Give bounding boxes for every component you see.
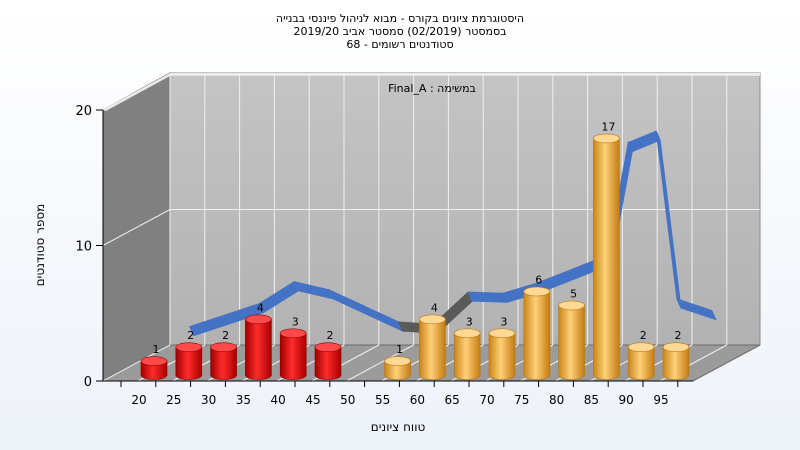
x-tick-label: 45: [305, 393, 320, 407]
x-tick-label: 60: [410, 393, 425, 407]
y-axis: 0 10 20: [75, 104, 103, 390]
bar-cap: [662, 342, 690, 352]
x-tick-label: 80: [549, 393, 564, 407]
bar: [210, 346, 237, 380]
x-tick-label: 55: [375, 393, 390, 407]
bar-cap: [245, 314, 272, 325]
bar-cap: [210, 342, 237, 352]
bar: [140, 360, 168, 380]
bar-cap: [314, 342, 342, 352]
bar-cap: [384, 356, 411, 366]
curve-segment: [467, 291, 508, 303]
x-tick-label: 20: [131, 393, 146, 407]
data-label: 2: [640, 329, 647, 342]
chart-title-line-3: סטודנטים רשומים - 68: [346, 38, 454, 51]
grid-line-floor: [346, 344, 414, 382]
bar: [419, 319, 446, 380]
data-label: 3: [466, 315, 473, 328]
bar-cap: [453, 328, 481, 339]
data-label: 17: [601, 120, 615, 133]
bar-cap: [488, 328, 516, 339]
data-label: 4: [431, 301, 438, 314]
x-tick-label: 40: [271, 393, 286, 407]
bar-cap: [523, 286, 551, 297]
grid-line-floor: [102, 344, 171, 382]
bar: [627, 346, 655, 380]
x-tick-label: 70: [479, 393, 494, 407]
x-tick-label: 85: [584, 393, 599, 407]
x-tick-label: 50: [340, 393, 355, 407]
bar-cap: [279, 328, 307, 339]
y-tick-label: 0: [84, 375, 92, 390]
x-axis: 20 25 30 35 40 45 50 55 60 65 70 75 80 85 90 95: [120, 381, 679, 407]
bar-cap: [593, 133, 620, 144]
y-axis-title: מספר סטודנטים: [33, 204, 47, 287]
y-tick-label: 10: [75, 240, 92, 255]
bar-cap: [419, 314, 446, 325]
data-labels: 1 2 2 4 3 2 1 4 3 3 6 5 17 2 2: [153, 120, 682, 356]
data-label: 1: [153, 343, 160, 356]
bar: [488, 332, 516, 380]
bar: [314, 346, 342, 380]
data-label: 2: [327, 329, 334, 342]
data-label: 6: [535, 274, 542, 287]
data-label: 5: [570, 287, 577, 300]
x-tick-label: 90: [619, 393, 634, 407]
grid-line-diag: [102, 73, 171, 111]
data-label: 3: [292, 315, 299, 328]
bar-cap: [558, 300, 585, 311]
x-axis-title: טווח ציונים: [371, 420, 426, 434]
x-tick-label: 65: [445, 393, 460, 407]
x-tick-label: 30: [201, 393, 216, 407]
grid-line-diag: [102, 209, 171, 246]
data-label: 3: [501, 315, 508, 328]
data-label: 4: [257, 301, 264, 314]
data-label: 2: [187, 329, 194, 342]
bar: [384, 360, 411, 380]
bar: [523, 291, 551, 380]
bar: [175, 346, 203, 380]
bar: [593, 138, 620, 380]
bars: [140, 133, 690, 380]
bar-cap: [627, 342, 655, 352]
data-label: 2: [675, 329, 682, 342]
x-tick-label: 25: [166, 393, 181, 407]
bar-cap: [175, 342, 203, 352]
y-tick-label: 20: [75, 104, 92, 119]
bar: [453, 332, 481, 380]
data-label: 2: [222, 329, 229, 342]
x-tick-label: 35: [236, 393, 251, 407]
bar: [279, 332, 307, 380]
annotation-label: במשימה : Final_A: [388, 82, 476, 95]
x-tick-label: 95: [653, 393, 668, 407]
chart-title-line-1: היסטוגרמת ציונים בקורס - מבוא לניהול פינ…: [275, 12, 525, 25]
curve-segment: [676, 298, 717, 321]
bar: [245, 319, 272, 380]
chart-title-line-2: בסמסטר (02/2019) סמסטר אביב 2019/20: [293, 25, 507, 38]
data-label: 1: [396, 343, 403, 356]
bar: [662, 346, 690, 380]
bar: [558, 305, 585, 380]
x-tick-label: 75: [514, 393, 529, 407]
bar-cap: [140, 356, 168, 366]
